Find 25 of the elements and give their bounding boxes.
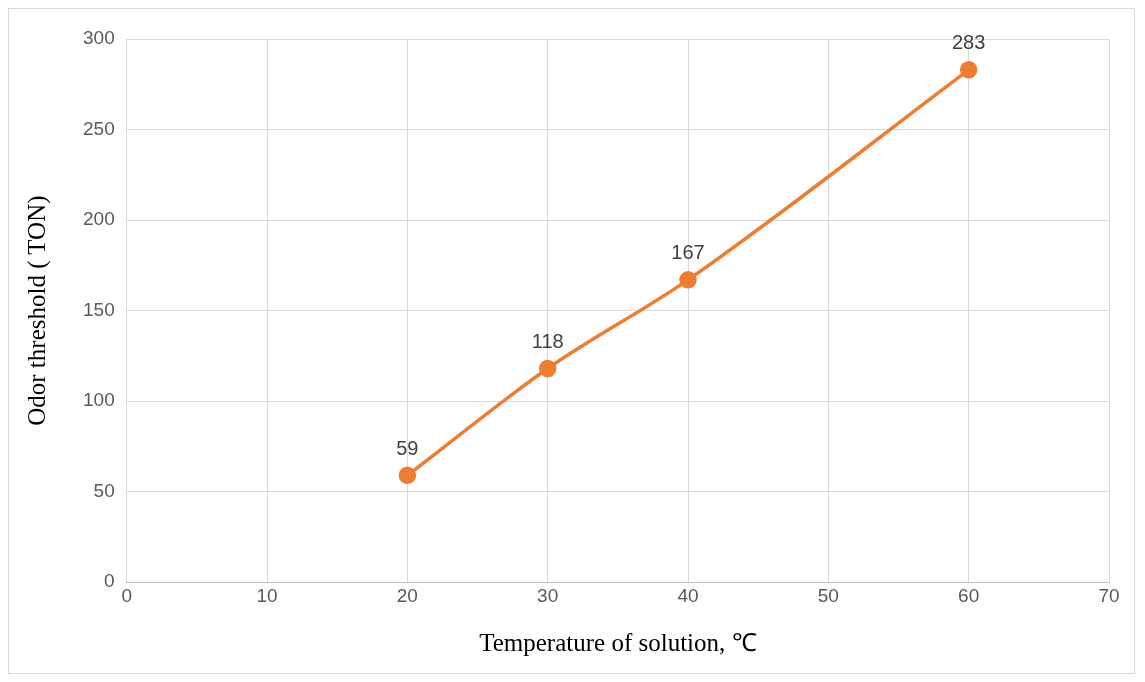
y-tick-label: 50	[93, 479, 115, 501]
y-tick-label: 0	[104, 570, 115, 592]
x-axis-title: Temperature of solution, ℃	[479, 628, 757, 656]
point	[398, 466, 417, 485]
x-tick-label: 40	[677, 584, 699, 606]
x-tick-label: 10	[256, 584, 278, 606]
x-tick-label: 20	[396, 584, 418, 606]
x-tick-label: 50	[817, 584, 839, 606]
y-axis-title: Odor threshold ( TON)	[22, 195, 51, 426]
y-tick-label: 150	[83, 298, 115, 320]
data-label: 118	[531, 330, 564, 353]
y-tick-label: 100	[83, 389, 115, 411]
x-tick-label: 60	[958, 584, 980, 606]
data-label: 167	[671, 241, 705, 264]
y-tick-label: 300	[83, 27, 115, 49]
y-tick-label: 200	[83, 208, 115, 230]
data-label: 283	[951, 31, 986, 54]
point	[959, 61, 978, 79]
x-tick-label: 0	[121, 584, 132, 606]
x-tick-label: 70	[1098, 584, 1120, 606]
data-label: 59	[396, 436, 419, 459]
y-tick-label: 250	[83, 117, 115, 139]
point	[538, 359, 557, 378]
x-tick-label: 30	[537, 584, 559, 606]
point	[679, 271, 697, 289]
